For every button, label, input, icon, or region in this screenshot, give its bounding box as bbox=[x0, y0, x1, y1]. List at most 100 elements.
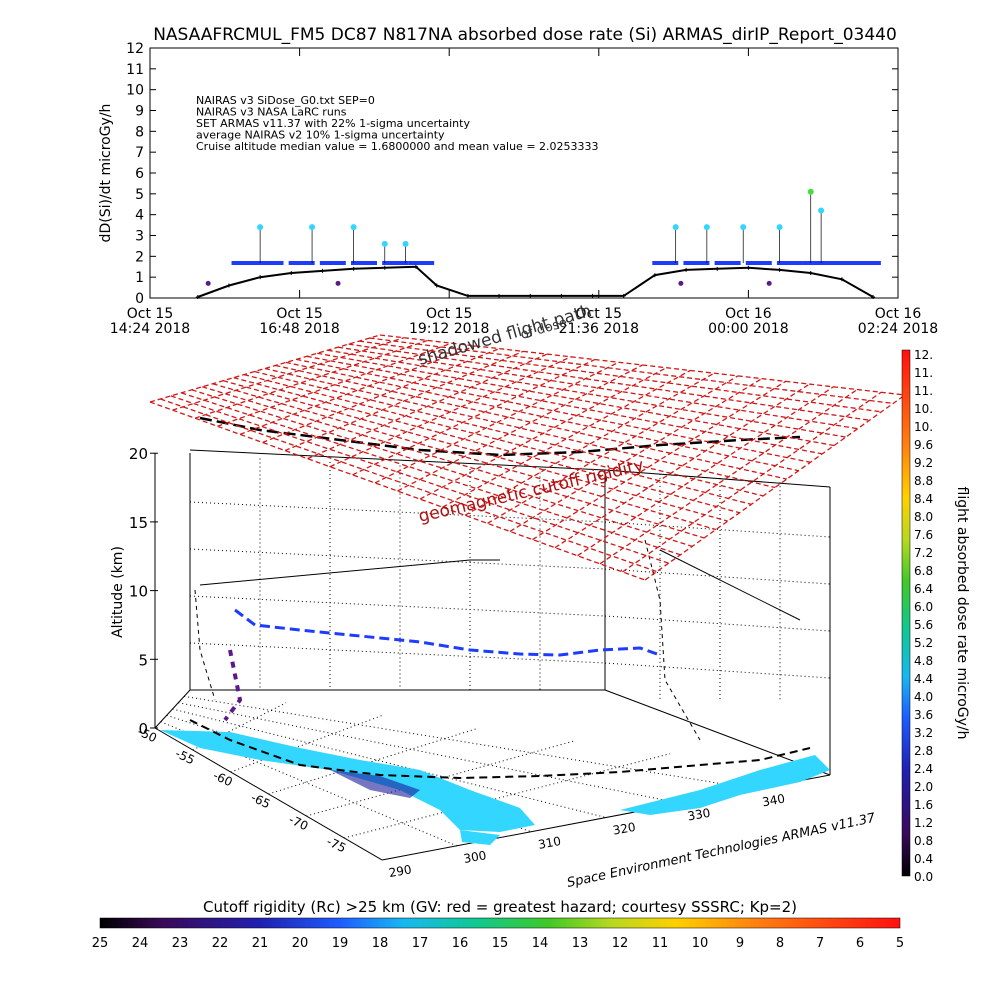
rigidity-grid-line bbox=[397, 364, 643, 492]
cutoff-rigidity-grid bbox=[149, 334, 906, 581]
dose-rate-colorbar-tick: 2.0 bbox=[914, 780, 933, 794]
wall-grid-line bbox=[189, 501, 606, 523]
dose-track-colored bbox=[234, 608, 661, 657]
cutoff-rigidity-colorbar-tick: 10 bbox=[692, 936, 709, 951]
rigidity-grid-line bbox=[239, 345, 476, 435]
altitude-tick-label: 5 bbox=[138, 651, 148, 669]
cutoff-rigidity-colorbar-ticks: 25 24 23 22 21 20 19 18 17 16 15 14 13 12 11 10 9 8 7 6 5 bbox=[92, 936, 904, 951]
descent-line bbox=[644, 539, 701, 741]
sep-point bbox=[402, 240, 409, 247]
cutoff-rigidity-colorbar: Cutoff rigidity (Rc) >25 km (GV: red = g… bbox=[92, 898, 904, 951]
nairas-larc-point bbox=[289, 271, 294, 275]
dose-rate-colorbar-tick: 7.6 bbox=[914, 528, 933, 542]
cutoff-rigidity-colorbar-tick: 16 bbox=[452, 936, 469, 951]
x-tick-label-time: 02:24 2018 bbox=[858, 321, 938, 337]
ascent-dose-track bbox=[223, 649, 243, 722]
coastline bbox=[330, 770, 420, 798]
nairas-larc-point bbox=[351, 266, 356, 271]
dose-rate-colorbar-tick: 0.4 bbox=[914, 852, 933, 866]
rigidity-grid-line bbox=[262, 348, 500, 444]
nairas-larc-point bbox=[559, 293, 564, 298]
y-tick-label: 2 bbox=[135, 249, 144, 265]
low-dose-point bbox=[335, 280, 341, 286]
cutoff-rigidity-colorbar-tick: 20 bbox=[292, 936, 309, 951]
cutoff-rigidity-colorbar-tick: 18 bbox=[372, 936, 389, 951]
dose-rate-colorbar-tick: 7.2 bbox=[914, 546, 933, 560]
nairas-larc-point bbox=[320, 268, 325, 273]
nairas-larc-point bbox=[715, 266, 720, 271]
rigidity-grid-line bbox=[275, 364, 787, 480]
dose-rate-colorbar-tick: 1.6 bbox=[914, 798, 933, 812]
legend-label: Cruise altitude median value = 1.6800000… bbox=[196, 140, 599, 153]
x-tick-label-date: Oct 15 bbox=[127, 306, 173, 322]
sep-point bbox=[740, 224, 747, 231]
y-tick-label: 8 bbox=[135, 124, 144, 140]
altitude-ticks: 0 5 10 15 20 bbox=[129, 445, 158, 738]
x-tick-label-date: Oct 16 bbox=[725, 306, 772, 322]
legend-label: average NAIRAS v2 10% 1-sigma uncertaint… bbox=[196, 129, 445, 142]
y-tick-label: 5 bbox=[135, 187, 144, 203]
x-tick-label-date: Oct 15 bbox=[426, 306, 472, 322]
y-tick-label: 4 bbox=[135, 208, 144, 224]
floor-grid-line bbox=[192, 702, 287, 751]
dose-rate-colorbar-tick: 4.4 bbox=[914, 672, 933, 686]
cutoff-rigidity-colorbar-tick: 23 bbox=[172, 936, 189, 951]
rigidity-grid-line bbox=[172, 337, 405, 411]
wall-grid-line bbox=[604, 568, 831, 585]
dose-rate-colorbar-tick: 0.0 bbox=[914, 870, 933, 884]
rigidity-grid-line bbox=[644, 394, 906, 581]
dose-rate-colorbar-gradient bbox=[901, 349, 911, 877]
dose-rate-colorbar-ticks: 12. 11. 11. 10. 10. 9.6 9.2 8.8 8.4 8.0 7.6 7.2 6.8 6… bbox=[914, 348, 933, 884]
legend-label: SET ARMAS v11.37 with 22% 1-sigma uncert… bbox=[196, 117, 470, 130]
dose-rate-colorbar-tick: 8.0 bbox=[914, 510, 933, 524]
rigidity-grid-line bbox=[217, 342, 452, 427]
altitude-tick-label: 0 bbox=[138, 720, 148, 738]
cutoff-rigidity-colorbar-tick: 9 bbox=[736, 936, 744, 951]
sep-point bbox=[807, 188, 814, 195]
cutoff-rigidity-colorbar-tick: 17 bbox=[412, 936, 429, 951]
sep-point bbox=[672, 224, 679, 231]
rigidity-grid-line bbox=[442, 369, 691, 508]
x-tick-label-time: 00:00 2018 bbox=[708, 321, 788, 337]
cutoff-rigidity-colorbar-tick: 5 bbox=[896, 936, 904, 951]
nairas-larc-point bbox=[839, 277, 844, 282]
y-tick-label: 10 bbox=[126, 83, 144, 99]
dose-rate-colorbar-tick: 8.8 bbox=[914, 474, 933, 488]
cutoff-rigidity-colorbar-gradient bbox=[99, 917, 901, 929]
y-tick-label: 7 bbox=[135, 145, 144, 161]
legend-label: NAIRAS v3 SiDose_G0.txt SEP=0 bbox=[196, 94, 375, 107]
rigidity-grid-line bbox=[329, 356, 572, 468]
cutoff-rigidity-colorbar-tick: 15 bbox=[492, 936, 509, 951]
longitude-tick-label: 340 bbox=[761, 792, 786, 810]
longitude-tick-label: 320 bbox=[612, 820, 637, 838]
altitude-tick-label: 20 bbox=[129, 445, 148, 463]
cutoff-rigidity-colorbar-tick: 25 bbox=[92, 936, 109, 951]
longitude-ticks: 290 300 310 320 330 340 bbox=[388, 792, 786, 881]
cutoff-rigidity-colorbar-tick: 11 bbox=[652, 936, 669, 951]
x-tick-label-time: 14:24 2018 bbox=[110, 321, 190, 337]
dose-rate-colorbar-tick: 11. bbox=[914, 384, 933, 398]
sep-point bbox=[818, 207, 825, 214]
dose-rate-colorbar-tick: 10. bbox=[914, 402, 933, 416]
land-map bbox=[160, 730, 830, 845]
nairas-larc-point bbox=[777, 267, 782, 272]
rigidity-grid-line bbox=[419, 367, 667, 500]
rigidity-grid-line bbox=[223, 380, 728, 522]
cutoff-rigidity-colorbar-tick: 21 bbox=[252, 936, 269, 951]
floor-grid-line bbox=[344, 753, 671, 839]
rigidity-grid-line bbox=[254, 370, 764, 497]
rigidity-grid-line bbox=[374, 361, 619, 484]
y-tick-label: 0 bbox=[135, 291, 144, 307]
sep-point bbox=[257, 224, 264, 231]
dose-rate-colorbar-tick: 2.4 bbox=[914, 762, 933, 776]
dose-rate-colorbar-tick: 6.0 bbox=[914, 600, 933, 614]
floor-grid-line bbox=[230, 715, 383, 773]
dose-rate-colorbar-tick: 1.2 bbox=[914, 816, 933, 830]
wall-grid-line bbox=[604, 662, 831, 679]
nairas-larc-point bbox=[434, 283, 439, 288]
